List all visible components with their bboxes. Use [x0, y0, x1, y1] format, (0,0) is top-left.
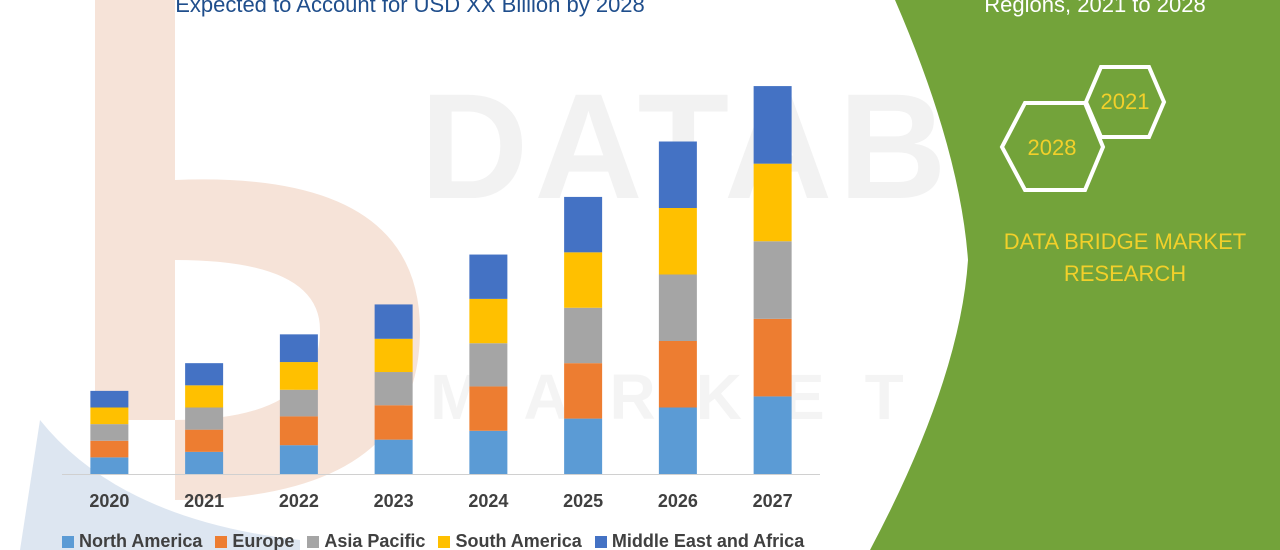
bar-segment-2023-middle-east-and-africa [374, 304, 413, 339]
bar-segment-2025-asia-pacific [564, 307, 603, 364]
bar-segment-2021-north-america [185, 451, 224, 474]
legend-swatch [594, 535, 607, 548]
bar-segment-2025-europe [564, 363, 603, 419]
x-tick-label: 2024 [468, 491, 508, 511]
bar-segment-2020-europe [90, 440, 129, 458]
bar-segment-2027-asia-pacific [753, 241, 792, 319]
bar-segment-2026-south-america [658, 208, 697, 275]
legend-swatch [438, 535, 451, 548]
bar-segment-2020-north-america [90, 457, 129, 474]
legend-item: Middle East and Africa [594, 531, 805, 550]
bar-segment-2021-asia-pacific [185, 407, 224, 430]
x-tick-label: 2020 [89, 491, 129, 511]
bar-segment-2027-middle-east-and-africa [753, 86, 792, 164]
bar-segment-2022-north-america [279, 445, 318, 474]
bar-segment-2026-middle-east-and-africa [658, 141, 697, 208]
bar-segment-2021-south-america [185, 385, 224, 408]
legend-label: North America [79, 531, 203, 550]
bar-segment-2022-middle-east-and-africa [279, 334, 318, 363]
bar-segment-2024-north-america [469, 430, 508, 474]
legend-item: Europe [215, 531, 294, 550]
x-tick-label: 2025 [563, 491, 603, 511]
bar-segment-2025-south-america [564, 252, 603, 308]
x-tick-label: 2026 [658, 491, 698, 511]
bar-segment-2023-asia-pacific [374, 372, 413, 406]
bar-segment-2026-europe [658, 341, 697, 408]
legend-item: South America [438, 531, 582, 550]
badge-year-2028: 2028 [1027, 135, 1077, 160]
bar-segment-2022-south-america [279, 362, 318, 390]
legend-label: Asia Pacific [324, 531, 426, 550]
legend-swatch [215, 535, 228, 548]
bar-segment-2023-north-america [374, 439, 413, 474]
legend-label: Europe [232, 531, 295, 550]
bar-segment-2027-north-america [753, 396, 792, 474]
legend-item: Asia Pacific [307, 531, 425, 550]
bar-segment-2026-north-america [658, 407, 697, 474]
chart-title: Expected to Account for USD XX Billion b… [175, 0, 645, 17]
bar-segment-2023-south-america [374, 338, 413, 373]
legend-label: South America [455, 531, 582, 550]
x-tick-label: 2021 [184, 491, 224, 511]
bar-segment-2021-middle-east-and-africa [185, 363, 224, 386]
brand-line-1: DATA BRIDGE MARKET [1003, 229, 1247, 254]
bar-segment-2021-europe [185, 429, 224, 452]
x-tick-label: 2027 [753, 491, 793, 511]
badge-year-2021: 2021 [1100, 89, 1150, 114]
legend-swatch [307, 535, 320, 548]
legend-label: Middle East and Africa [611, 531, 805, 550]
bar-segment-2027-south-america [753, 163, 792, 242]
bar-segment-2023-europe [374, 405, 413, 440]
bar-segment-2024-south-america [469, 298, 508, 344]
hexagon-2028-icon [999, 101, 1106, 192]
side-panel-title: Regions, 2021 to 2028 [984, 0, 1206, 17]
bar-segment-2027-europe [753, 318, 792, 397]
chart-legend: North America Europe Asia Pacific South Ame… [62, 531, 817, 550]
watermark-logo [20, 0, 420, 550]
bar-segment-2022-asia-pacific [279, 389, 318, 417]
bar-segment-2025-middle-east-and-africa [564, 196, 603, 253]
bar-segment-2022-europe [279, 416, 318, 446]
bar-segment-2020-asia-pacific [90, 424, 129, 441]
bar-segment-2024-europe [469, 386, 508, 431]
bar-segment-2020-middle-east-and-africa [90, 390, 129, 408]
legend-item: North America [62, 531, 202, 550]
brand-line-2: RESEARCH [1063, 261, 1187, 286]
bar-segment-2024-middle-east-and-africa [469, 254, 508, 299]
brand-name: DATA BRIDGE MARKET RESEARCH [985, 226, 1265, 290]
bar-segment-2026-asia-pacific [658, 274, 697, 341]
bar-segment-2020-south-america [90, 407, 129, 425]
x-tick-label: 2023 [374, 491, 414, 511]
legend-swatch [62, 535, 74, 548]
bar-segment-2024-asia-pacific [469, 343, 508, 387]
x-tick-label: 2022 [279, 491, 319, 511]
bar-segment-2025-north-america [564, 418, 603, 474]
